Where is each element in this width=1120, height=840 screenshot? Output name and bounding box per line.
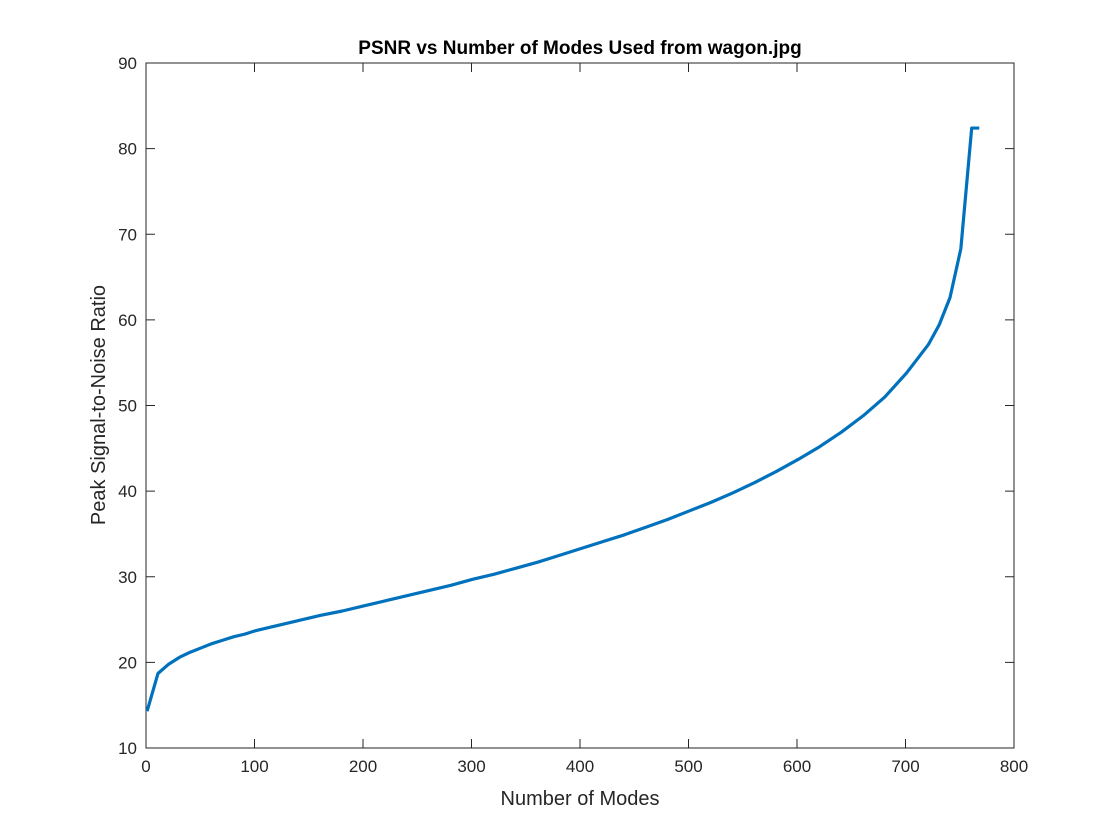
y-tick-label: 50: [118, 397, 137, 416]
x-tick-label: 400: [566, 757, 594, 776]
y-axis-label: Peak Signal-to-Noise Ratio: [88, 285, 110, 525]
x-tick-label: 800: [1000, 757, 1028, 776]
y-tick-label: 80: [118, 140, 137, 159]
y-tick-label: 10: [118, 739, 137, 758]
y-tick-label: 90: [118, 54, 137, 73]
chart-title: PSNR vs Number of Modes Used from wagon.…: [358, 38, 801, 59]
x-tick-label: 700: [891, 757, 919, 776]
plot-area: 0 100 200 300 400 500 600 700 800 10 20 30 40 50 60 70…: [118, 54, 1028, 776]
y-tick-label: 30: [118, 568, 137, 587]
x-tick-label: 0: [141, 757, 150, 776]
x-tick-label: 200: [349, 757, 377, 776]
x-tick-label: 500: [674, 757, 702, 776]
y-tick-label: 20: [118, 653, 137, 672]
x-tick-label: 100: [240, 757, 268, 776]
y-tick-label: 60: [118, 311, 137, 330]
series-layer: [145, 126, 980, 712]
psnr-series-line: [145, 126, 980, 712]
x-axis-ticks: 0 100 200 300 400 500 600 700 800: [141, 63, 1028, 776]
y-axis-ticks: 10 20 30 40 50 60 70 80 90: [118, 54, 1014, 758]
x-tick-label: 300: [457, 757, 485, 776]
x-tick-label: 600: [783, 757, 811, 776]
y-tick-label: 70: [118, 225, 137, 244]
y-tick-label: 40: [118, 482, 137, 501]
axes-box: [145, 62, 1015, 749]
x-axis-label: Number of Modes: [501, 788, 660, 810]
